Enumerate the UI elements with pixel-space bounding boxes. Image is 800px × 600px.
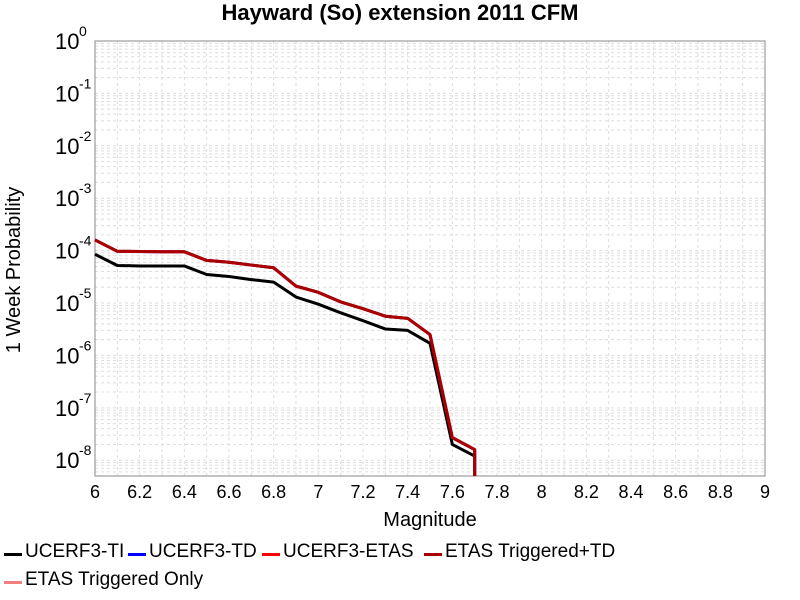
y-tick-base: 10 bbox=[55, 134, 79, 159]
x-tick-label: 7.4 bbox=[395, 482, 420, 502]
x-tick-label: 6.8 bbox=[261, 482, 286, 502]
legend-label-ucerf3-etas: UCERF3-ETAS bbox=[283, 541, 414, 562]
legend-swatch-ucerf3-etas bbox=[262, 552, 280, 556]
legend-swatch-ucerf3-td bbox=[128, 552, 146, 556]
x-tick-label: 8 bbox=[537, 482, 547, 502]
y-tick-base: 10 bbox=[55, 81, 79, 106]
plot-area-frame bbox=[94, 40, 766, 477]
y-tick-exponent: -6 bbox=[79, 337, 92, 353]
x-tick-label: 8.6 bbox=[663, 482, 688, 502]
y-tick: 10 -5 bbox=[55, 285, 92, 316]
y-tick-exponent: -8 bbox=[79, 442, 92, 458]
legend-item-ucerf3-ti: UCERF3-TI bbox=[4, 538, 124, 566]
y-tick-base: 10 bbox=[55, 448, 79, 473]
legend-label-etas-triggered-td: ETAS Triggered+TD bbox=[445, 541, 616, 562]
y-tick: 10 0 bbox=[55, 23, 87, 54]
x-tick-label: 6.6 bbox=[216, 482, 241, 502]
y-tick: 10 -3 bbox=[55, 180, 92, 211]
chart: Hayward (So) extension 2011 CFM 6 6.2 6.4 6… bbox=[3, 0, 770, 531]
legend-swatch-ucerf3-ti bbox=[4, 552, 22, 556]
legend-item-ucerf3-etas: UCERF3-ETAS bbox=[262, 538, 414, 566]
series-layer bbox=[94, 238, 477, 476]
legend: UCERF3-TI UCERF3-TD UCERF3-ETAS ETAS Tri… bbox=[0, 536, 800, 600]
x-tick-label: 8.4 bbox=[618, 482, 643, 502]
y-tick-base: 10 bbox=[55, 186, 79, 211]
y-tick-exponent: -4 bbox=[79, 233, 92, 249]
legend-item-ucerf3-td: UCERF3-TD bbox=[128, 538, 257, 566]
x-tick-label: 7.2 bbox=[350, 482, 375, 502]
y-tick: 10 -1 bbox=[55, 75, 92, 106]
x-axis-ticks: 6 6.2 6.4 6.6 6.8 7 7.2 7.4 7.6 7.8 8 8.2 8.4 8.6 8.8 9 bbox=[90, 482, 770, 502]
legend-label-ucerf3-ti: UCERF3-TI bbox=[25, 541, 125, 562]
series-line-ucerf3-ti bbox=[94, 252, 477, 476]
y-axis-label: 1 Week Probability bbox=[3, 187, 25, 353]
y-tick-exponent: 0 bbox=[79, 23, 87, 39]
x-axis-label: Magnitude bbox=[383, 509, 476, 531]
y-tick-base: 10 bbox=[55, 239, 79, 264]
x-tick-label: 6 bbox=[90, 482, 100, 502]
legend-item-etas-triggered-td: ETAS Triggered+TD bbox=[424, 538, 615, 566]
y-tick-base: 10 bbox=[55, 343, 79, 368]
chart-title: Hayward (So) extension 2011 CFM bbox=[222, 0, 579, 25]
y-tick: 10 -8 bbox=[55, 442, 92, 473]
y-tick-exponent: -2 bbox=[79, 128, 92, 144]
x-tick-label: 9 bbox=[760, 482, 770, 502]
y-tick: 10 -7 bbox=[55, 390, 92, 421]
x-tick-label: 6.4 bbox=[172, 482, 197, 502]
x-tick-label: 6.2 bbox=[127, 482, 152, 502]
x-tick-label: 7.8 bbox=[484, 482, 509, 502]
y-tick: 10 -6 bbox=[55, 337, 92, 368]
legend-label-etas-triggered-only: ETAS Triggered Only bbox=[25, 569, 204, 590]
grid bbox=[94, 40, 766, 477]
series-line-etas-triggered-td bbox=[94, 238, 477, 476]
y-tick-base: 10 bbox=[55, 29, 79, 54]
y-tick: 10 -4 bbox=[55, 233, 92, 264]
y-tick-exponent: -5 bbox=[79, 285, 92, 301]
legend-label-ucerf3-td: UCERF3-TD bbox=[149, 541, 257, 562]
legend-swatch-etas-triggered-only bbox=[4, 580, 22, 584]
legend-item-etas-triggered-only: ETAS Triggered Only bbox=[4, 566, 203, 594]
legend-swatch-etas-triggered-td bbox=[424, 552, 442, 556]
x-tick-label: 7.6 bbox=[440, 482, 465, 502]
x-tick-label: 8.2 bbox=[574, 482, 599, 502]
y-tick-exponent: -7 bbox=[79, 390, 92, 406]
y-tick-base: 10 bbox=[55, 396, 79, 421]
x-tick-label: 8.8 bbox=[708, 482, 733, 502]
y-tick-base: 10 bbox=[55, 291, 79, 316]
y-tick: 10 -2 bbox=[55, 128, 92, 159]
y-tick-exponent: -3 bbox=[79, 180, 92, 196]
y-tick-exponent: -1 bbox=[79, 75, 92, 91]
x-tick-label: 7 bbox=[313, 482, 323, 502]
